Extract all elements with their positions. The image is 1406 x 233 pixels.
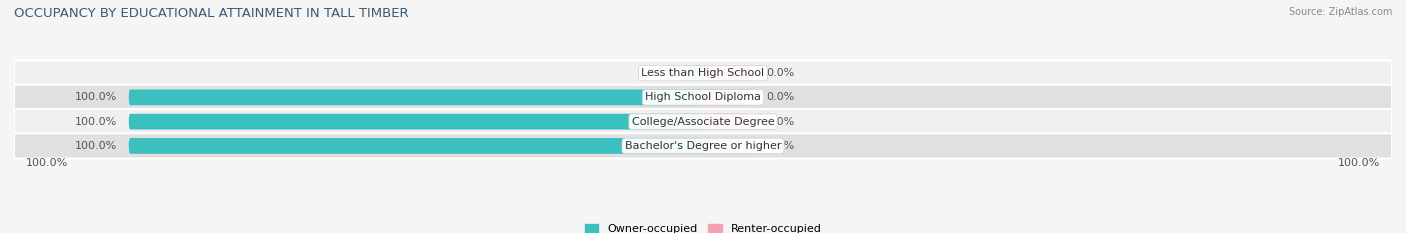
Text: College/Associate Degree: College/Associate Degree: [631, 117, 775, 127]
Text: 100.0%: 100.0%: [75, 117, 117, 127]
Legend: Owner-occupied, Renter-occupied: Owner-occupied, Renter-occupied: [585, 224, 821, 233]
Text: High School Diploma: High School Diploma: [645, 92, 761, 102]
Text: 0.0%: 0.0%: [645, 68, 675, 78]
Text: Source: ZipAtlas.com: Source: ZipAtlas.com: [1288, 7, 1392, 17]
FancyBboxPatch shape: [129, 89, 703, 105]
Text: OCCUPANCY BY EDUCATIONAL ATTAINMENT IN TALL TIMBER: OCCUPANCY BY EDUCATIONAL ATTAINMENT IN T…: [14, 7, 409, 20]
FancyBboxPatch shape: [703, 65, 749, 81]
FancyBboxPatch shape: [703, 114, 749, 130]
Text: 0.0%: 0.0%: [766, 117, 794, 127]
Text: 0.0%: 0.0%: [766, 92, 794, 102]
Text: 0.0%: 0.0%: [766, 68, 794, 78]
FancyBboxPatch shape: [14, 61, 1392, 86]
Text: Less than High School: Less than High School: [641, 68, 765, 78]
FancyBboxPatch shape: [14, 133, 1392, 158]
FancyBboxPatch shape: [14, 85, 1392, 110]
Text: 100.0%: 100.0%: [25, 158, 67, 168]
FancyBboxPatch shape: [703, 138, 749, 154]
Text: 100.0%: 100.0%: [75, 141, 117, 151]
Text: Bachelor's Degree or higher: Bachelor's Degree or higher: [624, 141, 782, 151]
FancyBboxPatch shape: [129, 138, 703, 154]
FancyBboxPatch shape: [129, 114, 703, 130]
FancyBboxPatch shape: [14, 109, 1392, 134]
FancyBboxPatch shape: [703, 89, 749, 105]
FancyBboxPatch shape: [686, 65, 703, 81]
Text: 100.0%: 100.0%: [75, 92, 117, 102]
Text: 0.0%: 0.0%: [766, 141, 794, 151]
Text: 100.0%: 100.0%: [1339, 158, 1381, 168]
